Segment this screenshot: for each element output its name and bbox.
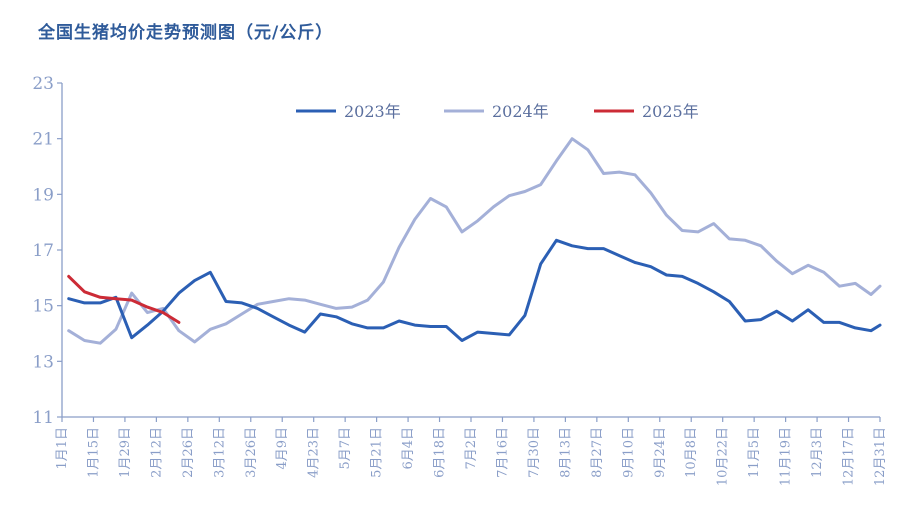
x-tick-label: 3月12日 — [212, 427, 227, 478]
x-tick-label: 6月4日 — [401, 427, 416, 470]
axes: 11 13 15 17 19 21 23 1月1日 1月15日 1月29日 2月12日 2月26日 3月… — [32, 74, 888, 486]
chart-title: 全国生猪均价走势预测图（元/公斤） — [38, 23, 334, 43]
x-tick-label: 3月26日 — [244, 427, 259, 478]
x-tick-label: 10月22日 — [716, 427, 731, 486]
x-tick-label: 1月1日 — [55, 427, 70, 470]
x-tick-label: 8月27日 — [590, 427, 605, 478]
y-tick-label: 13 — [32, 352, 54, 372]
x-tick-label: 12月31日 — [873, 427, 888, 486]
series-line-2023年 — [67, 238, 882, 342]
x-tick-label: 7月16日 — [495, 427, 510, 478]
legend-label: 2023年 — [344, 102, 401, 121]
series-line-2025年 — [67, 274, 181, 324]
legend-label: 2025年 — [642, 102, 699, 121]
x-tick-label: 1月29日 — [118, 427, 133, 478]
x-tick-label: 9月24日 — [653, 427, 668, 478]
x-tick-label: 1月15日 — [86, 427, 101, 478]
x-tick-label: 8月13日 — [558, 427, 573, 478]
x-tick-label: 5月7日 — [338, 427, 353, 470]
x-tick-label: 4月23日 — [307, 427, 322, 478]
x-tick-label: 7月30日 — [527, 427, 542, 478]
x-tick-label: 2月12日 — [149, 427, 164, 478]
y-tick-label: 23 — [32, 74, 54, 94]
x-tick-label: 10月8日 — [684, 427, 699, 478]
y-tick-label: 15 — [32, 297, 54, 317]
legend-label: 2024年 — [492, 102, 549, 121]
x-tick-label: 12月3日 — [810, 427, 825, 478]
y-tick-label: 19 — [32, 185, 54, 205]
x-tick-label: 11月5日 — [747, 427, 762, 478]
y-tick-label: 21 — [32, 130, 54, 150]
x-tick-label: 6月18日 — [433, 427, 448, 478]
x-tick-label: 2月26日 — [181, 427, 196, 478]
y-tick-label: 17 — [32, 241, 54, 261]
y-tick-label: 11 — [32, 408, 54, 428]
x-tick-label: 9月10日 — [621, 427, 636, 478]
x-tick-label: 4月9日 — [275, 427, 290, 470]
x-tick-label: 7月2日 — [464, 427, 479, 470]
series-layer — [67, 137, 882, 345]
legend: 2023年 2024年 2025年 — [296, 102, 699, 121]
x-tick-label: 12月17日 — [842, 427, 857, 486]
series-line-2024年 — [67, 137, 882, 345]
x-tick-label: 11月19日 — [779, 427, 794, 486]
x-tick-label: 5月21日 — [370, 427, 385, 478]
